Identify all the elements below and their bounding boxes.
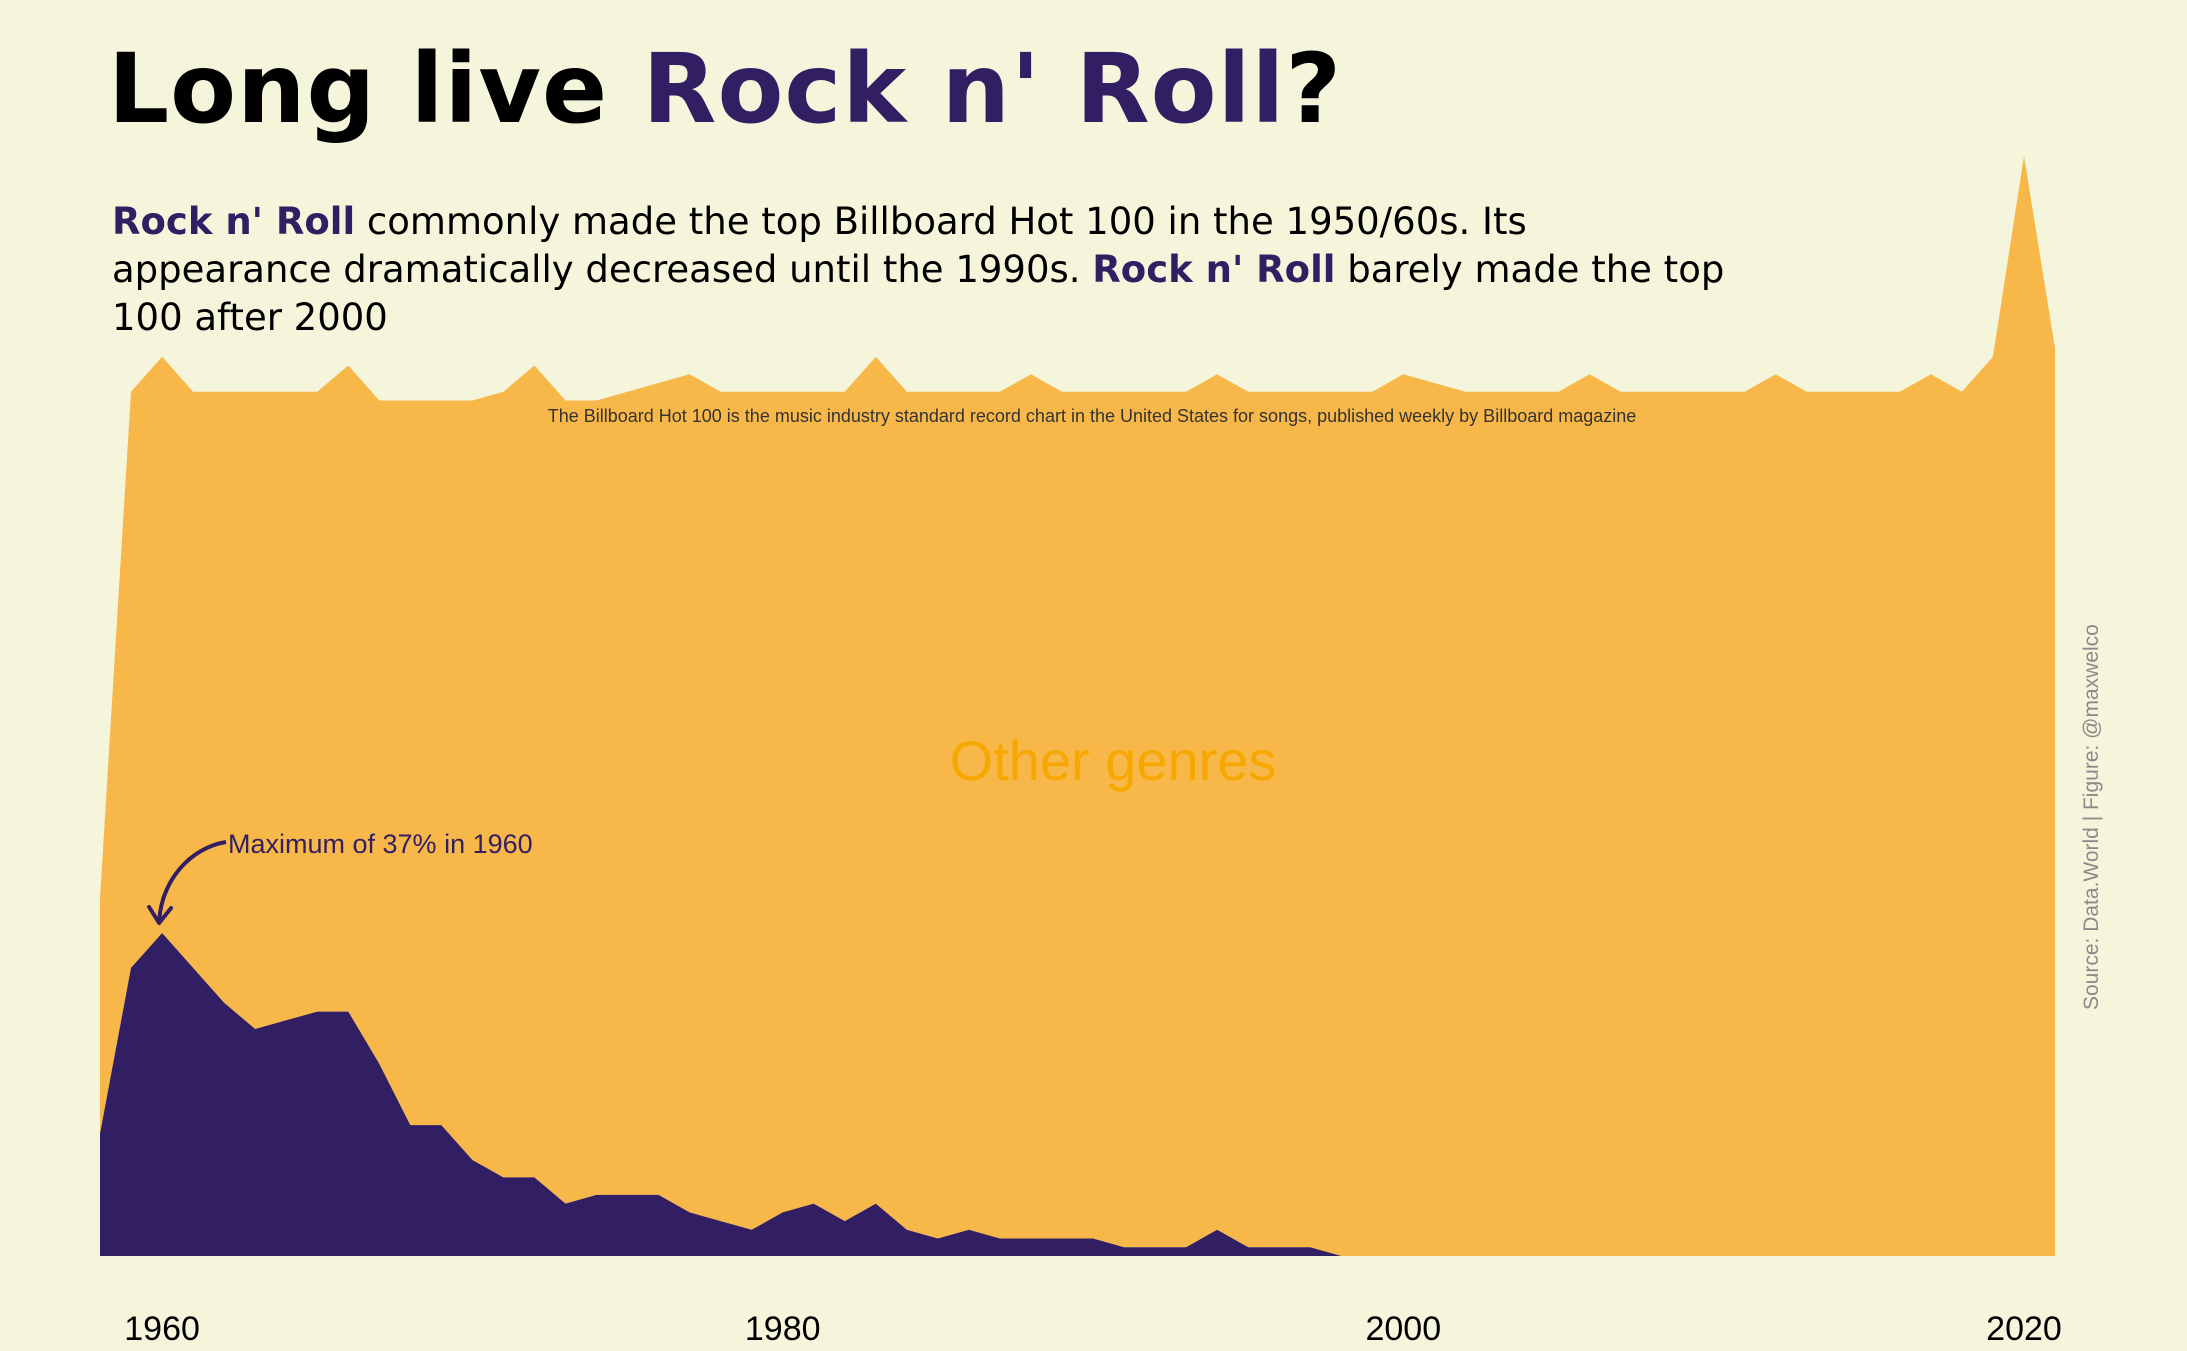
annotation-text: Maximum of 37% in 1960 bbox=[228, 829, 533, 859]
x-tick-label: 2020 bbox=[1986, 1310, 2062, 1348]
chart-title: Long live Rock n' Roll? bbox=[108, 32, 1342, 147]
x-axis: 1960 1980 2000 2020 bbox=[124, 1310, 2062, 1348]
title-highlight: Rock n' Roll bbox=[642, 33, 1286, 145]
source-caption: Source: Data.World | Figure: @maxwelco bbox=[2080, 624, 2103, 1010]
subtitle-rock-1: Rock n' Roll bbox=[112, 200, 356, 243]
title-suffix: ? bbox=[1285, 33, 1343, 145]
subtitle-text-1: commonly made the top Billboard Hot 100 … bbox=[112, 200, 1527, 291]
area-rock-n-roll bbox=[100, 933, 2055, 1256]
x-tick-label: 1960 bbox=[124, 1310, 200, 1348]
chart-subtitle: Rock n' Roll commonly made the top Billb… bbox=[112, 198, 1752, 342]
other-genres-label: Other genres bbox=[950, 729, 1277, 792]
chart-note: The Billboard Hot 100 is the music indus… bbox=[548, 406, 1637, 426]
x-tick-label: 1980 bbox=[745, 1310, 821, 1348]
subtitle-text-2: barely made the top 100 after 2000 bbox=[112, 248, 1725, 339]
annotation-arrow bbox=[157, 840, 227, 922]
area-other-genres bbox=[100, 156, 2055, 1256]
subtitle-rock-2: Rock n' Roll bbox=[1092, 248, 1336, 291]
annotation-arrowhead bbox=[147, 905, 174, 925]
max-annotation: Maximum of 37% in 1960 bbox=[147, 829, 533, 925]
title-prefix: Long live bbox=[108, 33, 643, 145]
x-tick-label: 2000 bbox=[1365, 1310, 1441, 1348]
